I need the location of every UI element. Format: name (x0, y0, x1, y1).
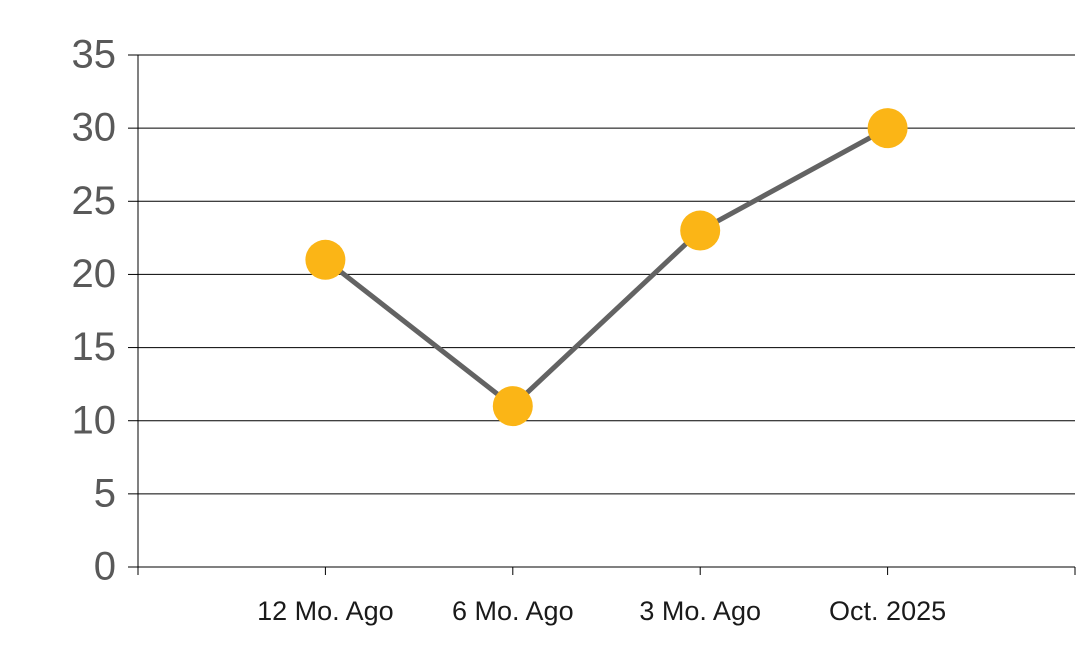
y-tick-label: 0 (94, 545, 116, 589)
marker (680, 210, 721, 251)
y-tick-label: 25 (72, 179, 117, 223)
y-tick-label: 35 (72, 33, 117, 77)
line (323, 125, 889, 410)
marker (305, 239, 346, 280)
y-tick-label: 15 (72, 325, 117, 369)
y-tick-label: 5 (94, 471, 116, 515)
y-tick-label: 20 (72, 252, 117, 296)
marker (867, 108, 908, 149)
y-tick-label: 30 (72, 106, 117, 150)
x-tick-label: 3 Mo. Ago (639, 596, 761, 626)
x-tick-label: 6 Mo. Ago (452, 596, 574, 626)
y-tick-label: 10 (72, 398, 117, 442)
marker (492, 386, 533, 427)
x-tick-label: 12 Mo. Ago (257, 596, 394, 626)
x-tick-label: Oct. 2025 (829, 596, 946, 626)
